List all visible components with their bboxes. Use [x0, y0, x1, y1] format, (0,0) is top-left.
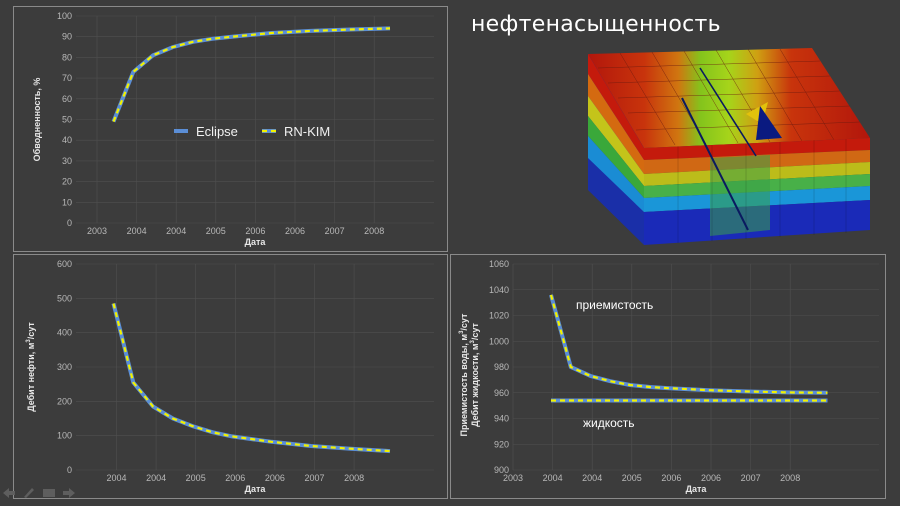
y-axis-label: Обводненность, % [32, 78, 42, 162]
x-axis-label: Дата [245, 484, 267, 494]
x-tick-label: 2004 [543, 473, 563, 483]
y-tick-label: 10 [62, 197, 72, 207]
y-tick-label: 400 [57, 328, 72, 338]
slides-icon[interactable] [42, 487, 56, 499]
y-axis-label: Приемистость воды, м3/сут [459, 313, 469, 437]
x-tick-label: 2006 [661, 473, 681, 483]
series-line-eclipse [111, 303, 391, 454]
series-line-rnkim [112, 303, 391, 453]
x-tick-label: 2006 [265, 473, 285, 483]
x-tick-label: 2003 [87, 226, 107, 236]
model-front-face [644, 138, 870, 245]
y-axis-label: Дебит нефти, м3/сут [26, 322, 36, 412]
x-tick-label: 2006 [225, 473, 245, 483]
producer-well-trace [699, 67, 757, 157]
y-tick-label: 30 [62, 156, 72, 166]
y-tick-label: 60 [62, 94, 72, 104]
y-tick-label: 300 [57, 362, 72, 372]
y-tick-label: 90 [62, 32, 72, 42]
y-tick-label: 100 [57, 431, 72, 441]
y-tick-label: 100 [57, 11, 72, 21]
injection-liquid-rate-chart: 900 920 940 960 980 1000 1020 1040 1060 2003 2004 2… [450, 254, 886, 499]
y-tick-label: 0 [67, 218, 72, 228]
annotation-injection: приемистость [576, 298, 653, 312]
x-tick-label: 2005 [622, 473, 642, 483]
y-axis-label-2: Дебит жидкости, м3/сут [470, 323, 480, 427]
y-tick-label: 0 [67, 465, 72, 475]
x-tick-label: 2003 [503, 473, 523, 483]
oil-rate-chart: 0 100 200 300 400 500 600 2004 2004 2005 2006 2006 2… [13, 254, 448, 499]
injection-liquid-rate-chart-svg: 900 920 940 960 980 1000 1020 1040 1060 2003 2004 2… [459, 259, 879, 494]
pen-icon[interactable] [22, 487, 36, 499]
x-tick-label: 2007 [325, 226, 345, 236]
x-tick-label: 2004 [582, 473, 602, 483]
y-tick-label: 20 [62, 177, 72, 187]
y-tick-label: 200 [57, 396, 72, 406]
y-tick-label: 980 [494, 362, 509, 372]
y-tick-label: 500 [57, 293, 72, 303]
x-tick-label: 2007 [304, 473, 324, 483]
water-cut-chart-svg: 0 10 20 30 40 50 60 70 80 90 100 2003 2004 2004 2005 20… [32, 11, 434, 247]
slide-controls [2, 487, 76, 499]
water-cut-chart: 0 10 20 30 40 50 60 70 80 90 100 2003 2004 2004 2005 20… [13, 6, 448, 252]
prev-slide-icon[interactable] [2, 487, 16, 499]
x-tick-label: 2007 [741, 473, 761, 483]
model-top-face [588, 48, 870, 148]
next-slide-icon[interactable] [62, 487, 76, 499]
y-tick-label: 1020 [489, 311, 509, 321]
model-title: нефтенасыщенность [471, 12, 721, 37]
x-tick-label: 2005 [186, 473, 206, 483]
x-tick-label: 2004 [166, 226, 186, 236]
x-tick-label: 2008 [344, 473, 364, 483]
y-tick-label: 900 [494, 465, 509, 475]
y-tick-label: 940 [494, 414, 509, 424]
y-tick-label: 960 [494, 388, 509, 398]
series-line-eclipse [111, 26, 391, 123]
x-axis-label: Дата [245, 237, 267, 247]
x-tick-label: 2008 [364, 226, 384, 236]
series-line-rnkim [549, 294, 828, 394]
x-axis-label: Дата [686, 484, 708, 494]
y-tick-label: 600 [57, 259, 72, 269]
x-tick-label: 2006 [285, 226, 305, 236]
y-tick-label: 40 [62, 135, 72, 145]
x-tick-label: 2006 [701, 473, 721, 483]
annotation-liquid: жидкость [583, 416, 635, 430]
y-tick-label: 1000 [489, 336, 509, 346]
y-tick-label: 80 [62, 52, 72, 62]
reservoir-3d-model [588, 48, 870, 245]
x-tick-label: 2005 [206, 226, 226, 236]
x-tick-label: 2006 [245, 226, 265, 236]
y-tick-label: 70 [62, 73, 72, 83]
x-tick-label: 2004 [146, 473, 166, 483]
y-tick-label: 920 [494, 439, 509, 449]
y-tick-label: 1060 [489, 259, 509, 269]
x-tick-label: 2008 [780, 473, 800, 483]
legend-label-rnkim: RN-KIM [284, 124, 330, 139]
y-tick-label: 1040 [489, 285, 509, 295]
injector-well-trace [681, 97, 749, 231]
y-tick-label: 50 [62, 115, 72, 125]
well-marker-blue [756, 106, 782, 140]
x-tick-label: 2004 [127, 226, 147, 236]
series-line-rnkim [112, 27, 391, 123]
legend-label-eclipse: Eclipse [196, 124, 238, 139]
x-tick-label: 2004 [106, 473, 126, 483]
oil-rate-chart-svg: 0 100 200 300 400 500 600 2004 2004 2005 2006 2006 2… [26, 259, 434, 494]
